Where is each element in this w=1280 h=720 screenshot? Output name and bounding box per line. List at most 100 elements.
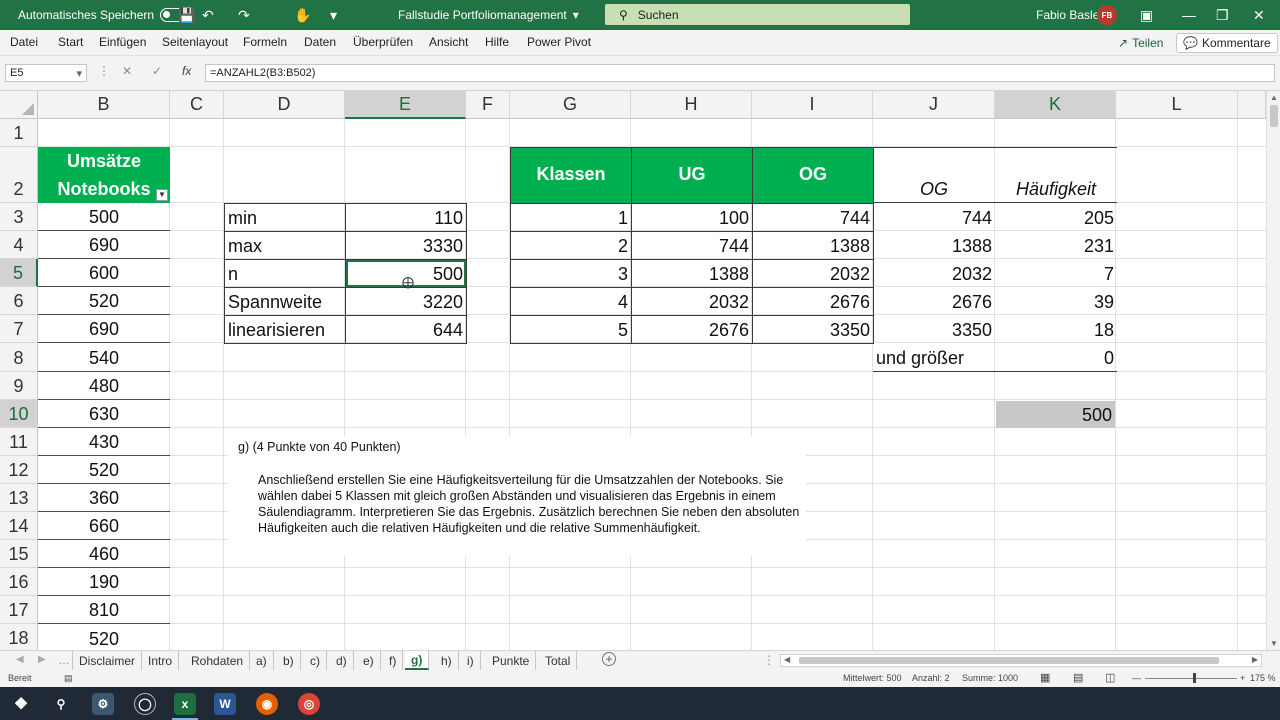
- sheet-tab-i[interactable]: i): [461, 651, 481, 670]
- table-cell[interactable]: n: [224, 259, 346, 288]
- header-cell-umsaetze-notebooks[interactable]: Umsätze Notebooks ▼: [38, 147, 170, 203]
- zoom-slider-thumb[interactable]: [1193, 673, 1196, 683]
- excel-icon[interactable]: x: [174, 693, 196, 715]
- row-header-11[interactable]: 11: [0, 428, 38, 456]
- row-header-9[interactable]: 9: [0, 372, 38, 400]
- table-cell[interactable]: 190: [38, 568, 170, 596]
- table-cell[interactable]: 690: [38, 315, 170, 343]
- row-header-2[interactable]: 2: [0, 147, 38, 203]
- tab-datei[interactable]: Datei: [10, 35, 39, 49]
- table-cell[interactable]: 205: [1083, 208, 1114, 228]
- table-cell[interactable]: 1388: [951, 236, 992, 256]
- table-cell[interactable]: 110: [345, 203, 467, 232]
- row-header-8[interactable]: 8: [0, 343, 38, 372]
- table-cell[interactable]: 2: [510, 231, 632, 260]
- column-header-c[interactable]: C: [170, 91, 224, 119]
- row-header-12[interactable]: 12: [0, 456, 38, 484]
- table-cell[interactable]: 231: [1083, 236, 1114, 256]
- row-header-15[interactable]: 15: [0, 540, 38, 568]
- status-count[interactable]: Anzahl: 2: [912, 673, 950, 683]
- share-button[interactable]: ↗ Teilen: [1112, 33, 1169, 53]
- table-cell[interactable]: 690: [38, 231, 170, 259]
- table-cell[interactable]: 0: [995, 343, 1117, 372]
- row-header-18[interactable]: 18: [0, 624, 38, 650]
- windows-start-icon[interactable]: ❖: [13, 696, 29, 713]
- sheet-tab-f[interactable]: f): [383, 651, 404, 670]
- table-cell[interactable]: 100: [631, 203, 753, 232]
- more-sheets-icon[interactable]: …: [58, 653, 70, 667]
- table-cell[interactable]: 460: [38, 540, 170, 568]
- scroll-left-icon[interactable]: ◀: [784, 655, 791, 664]
- row-header-13[interactable]: 13: [0, 484, 38, 512]
- normal-view-icon[interactable]: ▦: [1040, 672, 1051, 684]
- row-header-17[interactable]: 17: [0, 596, 38, 624]
- header-cell-ug[interactable]: UG: [631, 147, 753, 204]
- sheet-tab-intro[interactable]: Intro: [142, 651, 180, 670]
- column-header-h[interactable]: H: [631, 91, 752, 119]
- table-cell[interactable]: 3: [510, 259, 632, 288]
- scrollbar-thumb[interactable]: [799, 657, 1219, 664]
- sheet-tab-c[interactable]: c): [304, 651, 327, 670]
- column-header-m[interactable]: [1238, 91, 1266, 119]
- table-cell[interactable]: 3350: [951, 320, 992, 340]
- zoom-out-icon[interactable]: —: [1132, 673, 1141, 683]
- sheet-tab-total[interactable]: Total: [539, 651, 578, 670]
- close-icon[interactable]: ✕: [1253, 6, 1265, 23]
- table-cell[interactable]: 3350: [752, 315, 874, 344]
- chrome-icon[interactable]: ◎: [298, 693, 320, 715]
- table-cell[interactable]: 430: [38, 428, 170, 456]
- column-header-i[interactable]: I: [752, 91, 873, 119]
- customize-toolbar-icon[interactable]: ▾: [330, 6, 338, 23]
- column-header-d[interactable]: D: [224, 91, 345, 119]
- column-header-j[interactable]: J: [873, 91, 995, 119]
- worksheet-grid[interactable]: B C D E F G H I J K L 1 2 3 4 5 6 7 8 9 …: [0, 91, 1266, 650]
- table-cell[interactable]: 360: [38, 484, 170, 512]
- sheet-tab-d[interactable]: d): [330, 651, 354, 670]
- table-cell[interactable]: 4: [510, 287, 632, 316]
- firefox-icon[interactable]: ◉: [256, 693, 278, 715]
- tab-hilfe[interactable]: Hilfe: [485, 35, 510, 49]
- table-cell[interactable]: 520: [88, 629, 120, 649]
- table-cell[interactable]: 660: [38, 512, 170, 540]
- zoom-in-icon[interactable]: +: [1240, 673, 1246, 683]
- row-header-7[interactable]: 7: [0, 315, 38, 343]
- splitter-handle-icon[interactable]: ⋮: [763, 653, 775, 667]
- tab-ansicht[interactable]: Ansicht: [429, 35, 469, 49]
- search-icon[interactable]: ⚲: [56, 697, 66, 711]
- select-all-button[interactable]: [0, 91, 38, 119]
- column-header-g[interactable]: G: [510, 91, 631, 119]
- table-cell[interactable]: 2032: [951, 264, 992, 284]
- table-cell[interactable]: max: [224, 231, 346, 260]
- touch-mode-icon[interactable]: ✋: [294, 6, 312, 23]
- sheet-tab-h[interactable]: h): [435, 651, 459, 670]
- restore-icon[interactable]: ❐: [1216, 6, 1229, 23]
- table-cell[interactable]: 3330: [345, 231, 467, 260]
- ribbon-display-icon[interactable]: ▣: [1140, 6, 1154, 23]
- table-cell[interactable]: 5: [510, 315, 632, 344]
- table-cell[interactable]: min: [224, 203, 346, 232]
- table-cell[interactable]: 744: [752, 203, 874, 232]
- minimize-icon[interactable]: —: [1182, 7, 1196, 23]
- table-cell[interactable]: 39: [1093, 292, 1114, 312]
- zoom-slider[interactable]: [1145, 678, 1237, 679]
- status-sum[interactable]: Summe: 1000: [962, 673, 1019, 683]
- header-cell-og[interactable]: OG: [752, 147, 874, 204]
- table-cell[interactable]: 630: [38, 400, 170, 428]
- row-header-1[interactable]: 1: [0, 119, 38, 147]
- table-cell[interactable]: 2676: [951, 292, 992, 312]
- table-cell[interactable]: 810: [38, 596, 170, 624]
- autosave-toggle[interactable]: [160, 8, 191, 22]
- column-header-e[interactable]: E: [345, 91, 466, 119]
- sheet-tab-g[interactable]: g): [405, 651, 430, 670]
- table-cell[interactable]: 2676: [752, 287, 874, 316]
- table-cell[interactable]: 744: [631, 231, 753, 260]
- table-cell[interactable]: 3220: [345, 287, 467, 316]
- save-icon[interactable]: 💾: [178, 6, 196, 23]
- tab-start[interactable]: Start: [58, 35, 84, 49]
- formula-input[interactable]: =ANZAHL2(B3:B502): [205, 64, 1275, 82]
- table-cell[interactable]: 2032: [752, 259, 874, 288]
- search-input[interactable]: ⚲ Suchen: [605, 4, 910, 25]
- vertical-scrollbar[interactable]: ▲ ▼: [1266, 91, 1280, 650]
- table-cell[interactable]: 744: [961, 208, 992, 228]
- zoom-level[interactable]: 175 %: [1250, 673, 1276, 683]
